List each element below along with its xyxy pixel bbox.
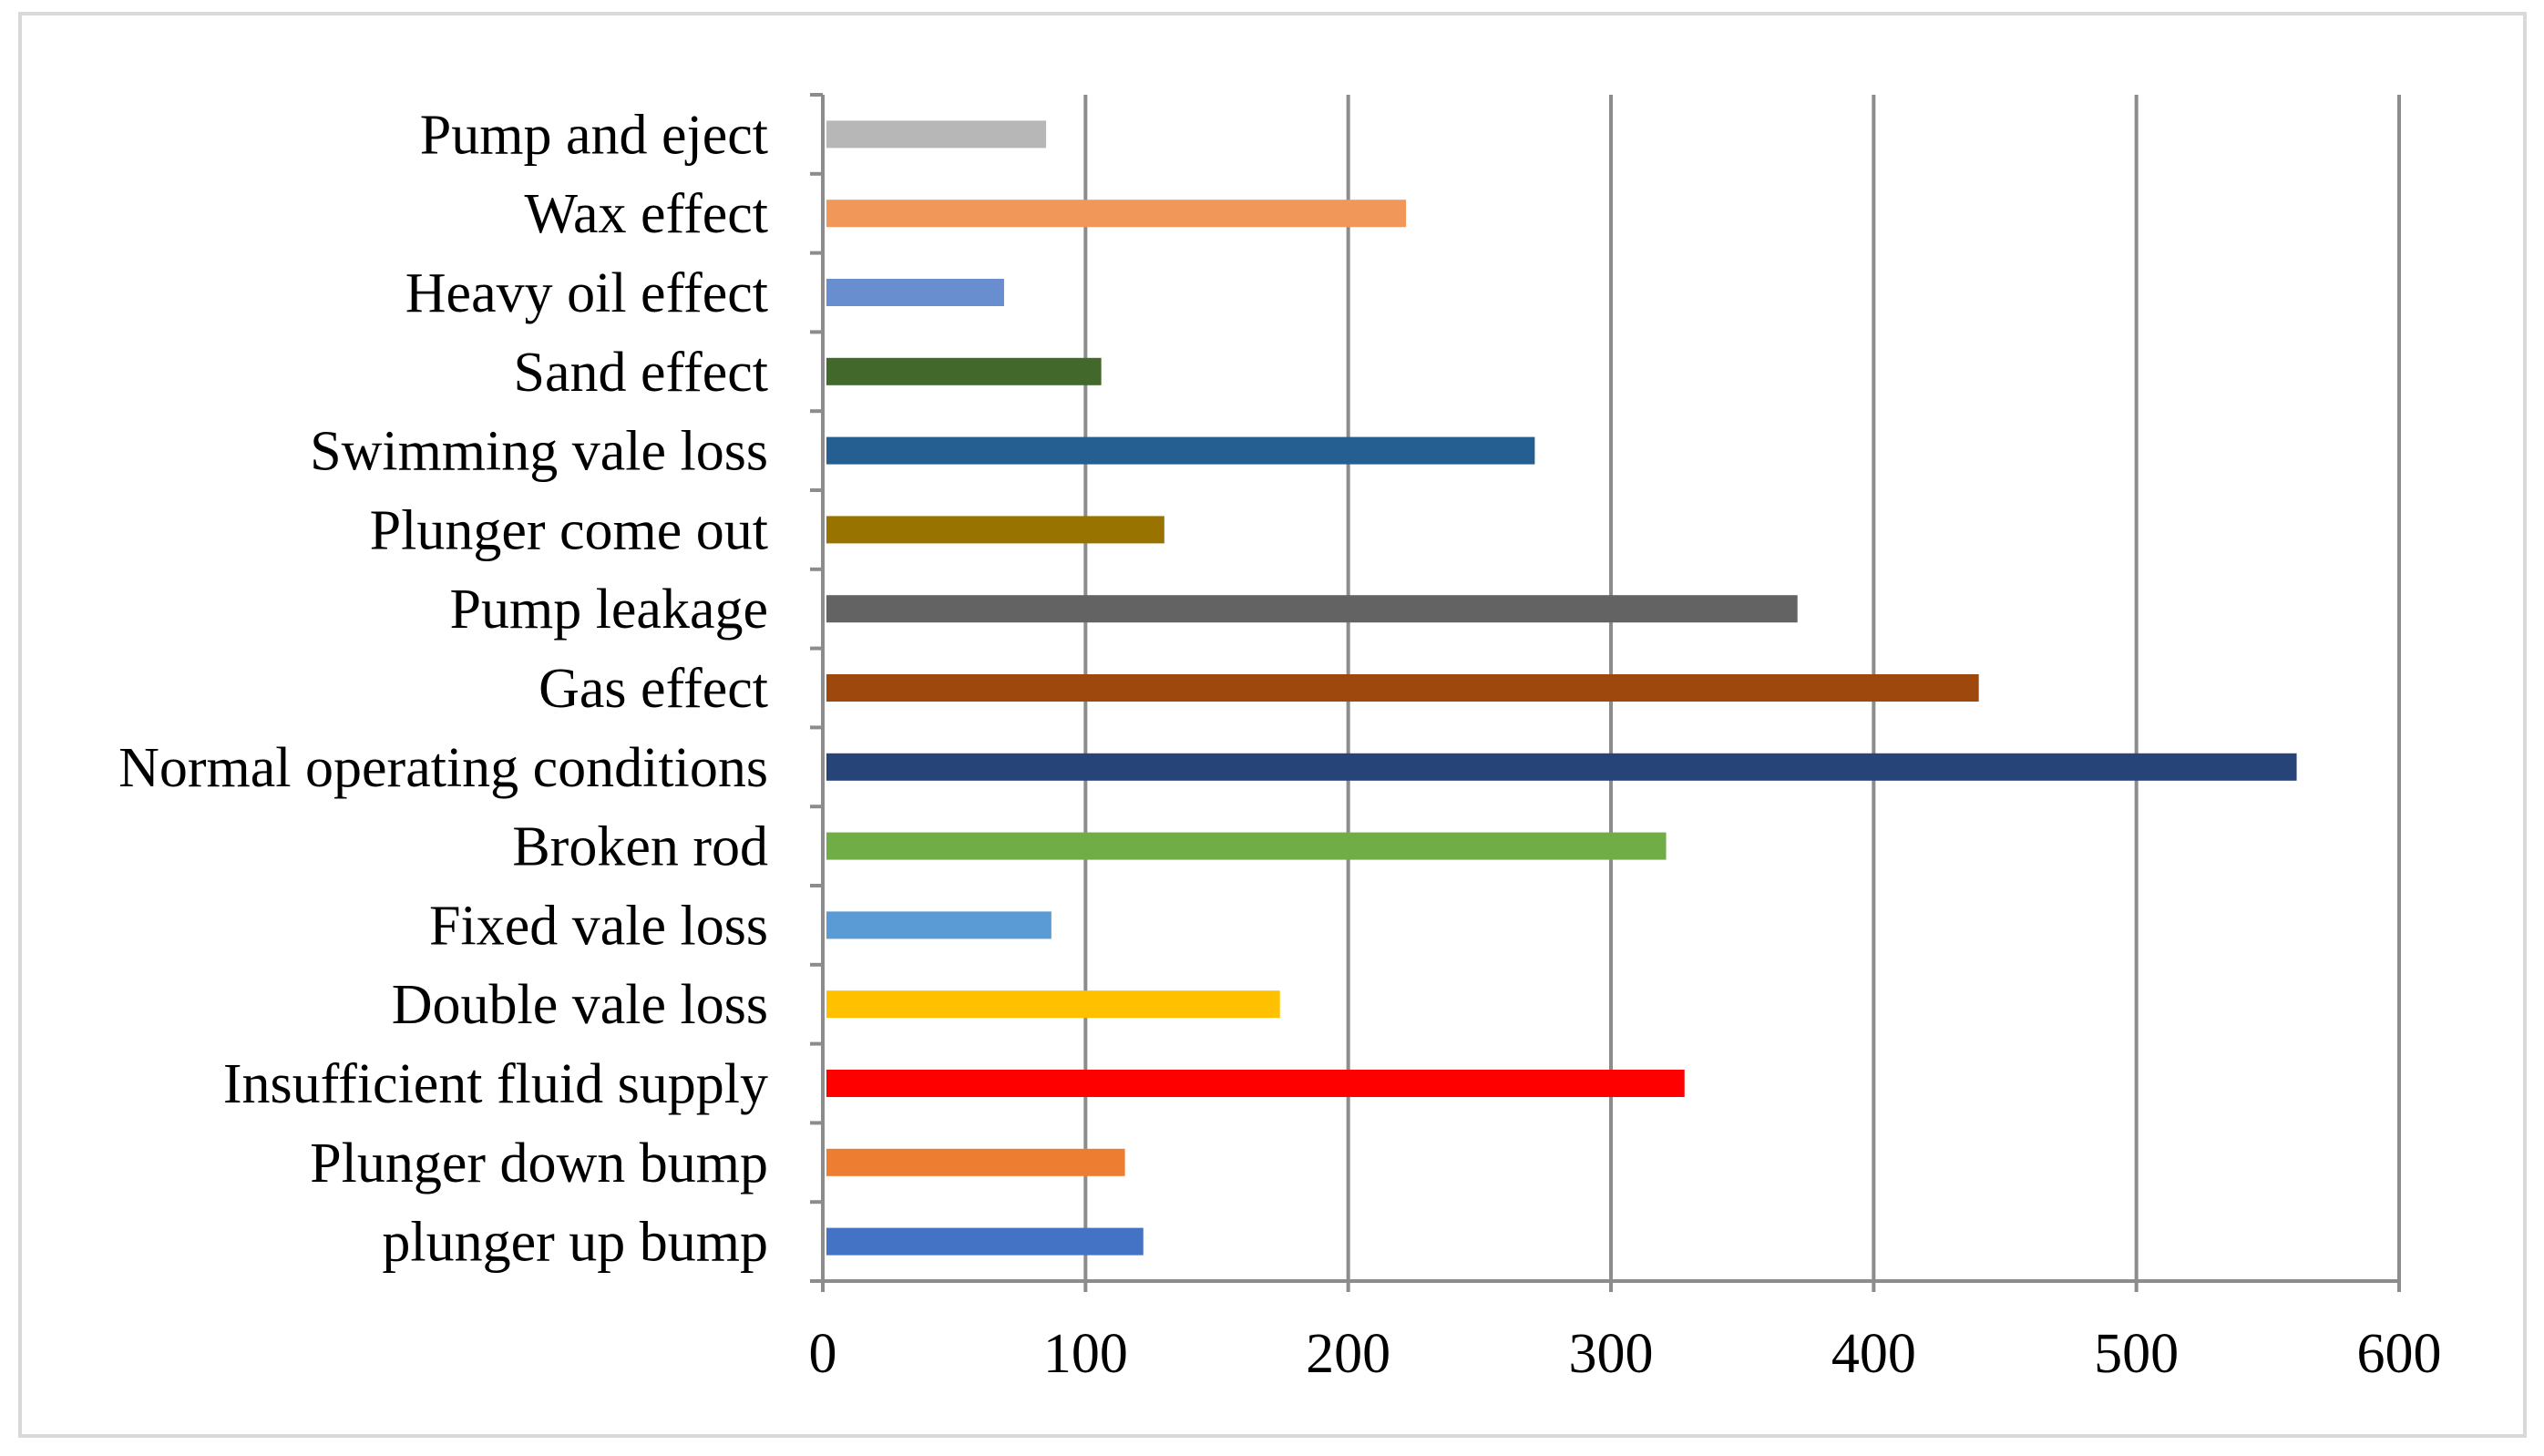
bar (826, 436, 1535, 465)
bar (826, 753, 2297, 781)
axes (810, 93, 2401, 1292)
x-tick-label: 600 (2357, 1323, 2442, 1385)
y-tick-label: Pump leakage (449, 579, 768, 641)
y-tick-label: Heavy oil effect (405, 262, 768, 324)
bar (826, 595, 1798, 623)
bars (826, 120, 2297, 1256)
y-tick-label: Fixed vale loss (429, 895, 768, 957)
y-tick-label: Plunger down bump (310, 1133, 768, 1195)
bar (826, 279, 1004, 306)
y-tick-label: Pump and eject (420, 104, 768, 166)
x-tick-label: 400 (1831, 1323, 1916, 1385)
bar (826, 990, 1280, 1019)
bar (826, 200, 1407, 228)
bar (826, 120, 1047, 149)
y-tick-label: Sand effect (514, 342, 768, 404)
y-tick-label: Insufficient fluid supply (223, 1053, 768, 1115)
bar (826, 516, 1164, 544)
bar (826, 674, 1979, 702)
y-tick-label: Plunger come out (370, 499, 768, 561)
bar (826, 832, 1667, 860)
chart-border (18, 12, 2527, 1438)
tick-labels: 0 100 200 300 400 500 600 plunger up bump Plunge… (118, 104, 2441, 1385)
x-tick-label: 100 (1043, 1323, 1128, 1385)
bar (826, 357, 1102, 385)
y-tick-label: Gas effect (539, 658, 768, 720)
x-tick-label: 500 (2094, 1323, 2179, 1385)
x-tick-label: 0 (809, 1323, 837, 1385)
x-tick-label: 200 (1306, 1323, 1390, 1385)
y-tick-label: Double vale loss (392, 974, 768, 1036)
bar (826, 1227, 1144, 1256)
bar (826, 1148, 1125, 1176)
bar (826, 911, 1051, 939)
y-tick-label: plunger up bump (382, 1212, 768, 1274)
y-tick-label: Normal operating conditions (118, 737, 768, 799)
y-tick-label: Wax effect (524, 183, 768, 245)
bar (826, 1070, 1685, 1097)
x-tick-label: 300 (1569, 1323, 1654, 1385)
y-tick-label: Swimming vale loss (310, 421, 768, 483)
y-tick-label: Broken rod (512, 816, 768, 878)
